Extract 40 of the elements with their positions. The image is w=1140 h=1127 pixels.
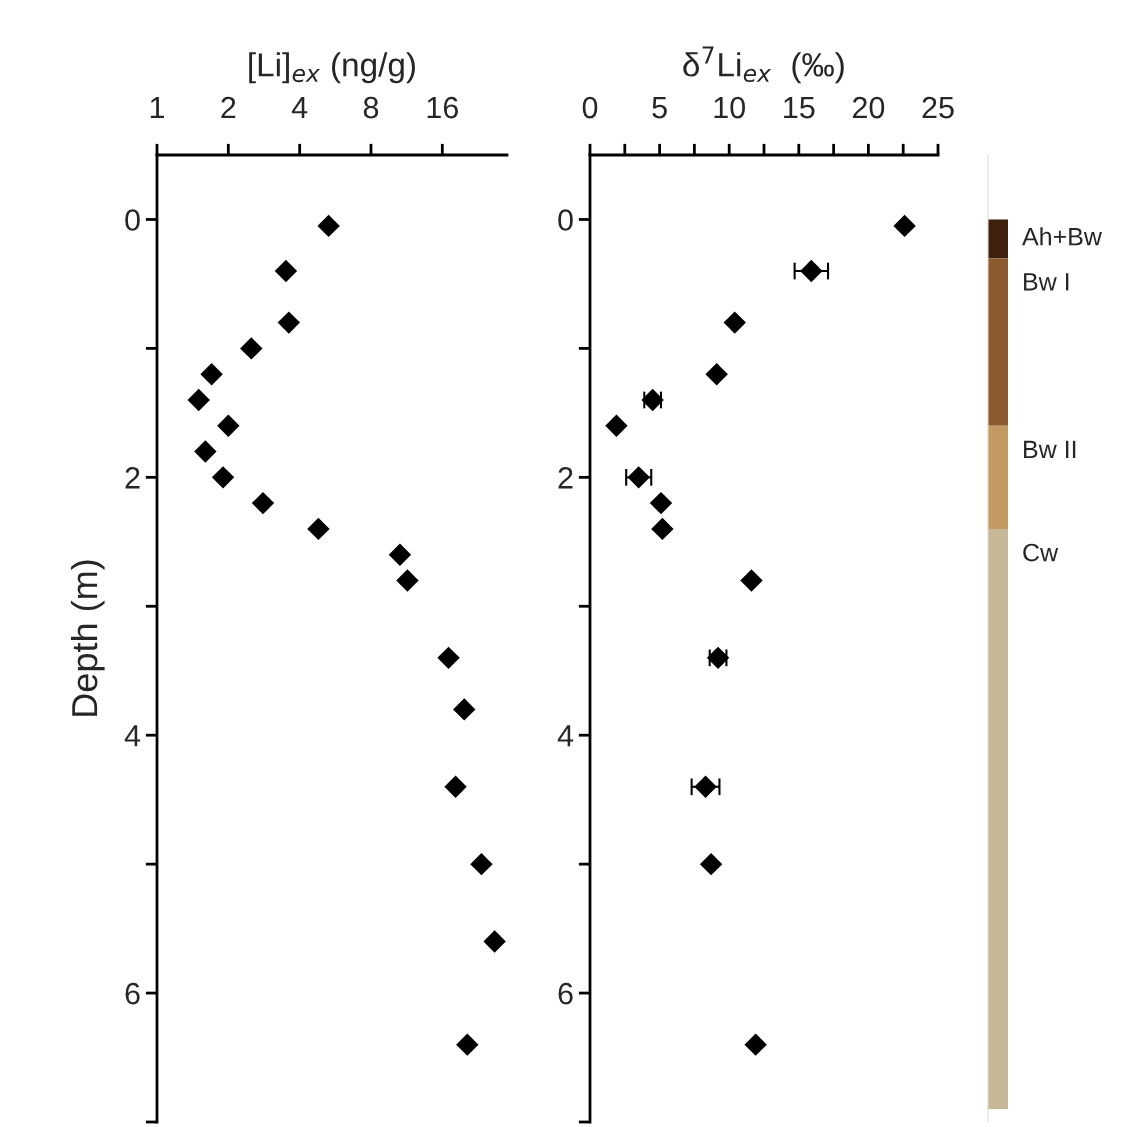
series-label: Cw bbox=[1023, 543, 1059, 562]
x-tick-label: 20 bbox=[852, 96, 885, 119]
point bbox=[705, 362, 728, 386]
x-tick-label: 5 bbox=[652, 97, 667, 119]
point bbox=[893, 214, 916, 238]
series-label: Bw II bbox=[1024, 440, 1076, 459]
y-tick-label: 0 bbox=[558, 209, 573, 231]
point bbox=[699, 852, 723, 876]
x-tick-label: 10 bbox=[714, 96, 745, 119]
x-axis-title: [Li]$_{ex}$ (ng/g) bbox=[249, 52, 415, 84]
point bbox=[605, 414, 628, 437]
series-label: Ah+Bw bbox=[1022, 227, 1102, 246]
point bbox=[740, 569, 763, 592]
y-tick-label: 4 bbox=[124, 725, 141, 747]
x-tick-label: 25 bbox=[922, 96, 954, 119]
x-axis-title: δ$^{7}$Li$_{ex}$ (‰) bbox=[683, 46, 844, 84]
x-tick-label: 2 bbox=[221, 96, 236, 119]
point bbox=[649, 491, 673, 515]
y-tick-label: 2 bbox=[125, 467, 140, 489]
point bbox=[800, 259, 823, 283]
point bbox=[651, 517, 674, 541]
x-tick-label: 15 bbox=[784, 97, 815, 119]
y-axis-title: Depth (m) bbox=[70, 560, 105, 716]
y-tick-label: 2 bbox=[558, 467, 573, 489]
bar bbox=[988, 425, 1008, 529]
series-label: Bw I bbox=[1024, 273, 1069, 291]
y-tick-label: 0 bbox=[125, 209, 140, 231]
y-tick-label: 6 bbox=[558, 982, 573, 1005]
bar bbox=[988, 219, 1008, 259]
x-tick-label: 1 bbox=[150, 97, 165, 119]
x-tick-label: 8 bbox=[363, 96, 379, 119]
x-tick-label: 16 bbox=[427, 96, 458, 119]
y-tick-label: 6 bbox=[125, 982, 140, 1005]
x-tick-label: 0 bbox=[582, 96, 598, 119]
bar bbox=[988, 528, 1008, 1110]
bar bbox=[988, 258, 1008, 426]
y-tick-label: 4 bbox=[557, 725, 574, 747]
point bbox=[723, 311, 746, 334]
x-tick-label: 4 bbox=[291, 97, 308, 119]
point bbox=[744, 1033, 767, 1056]
